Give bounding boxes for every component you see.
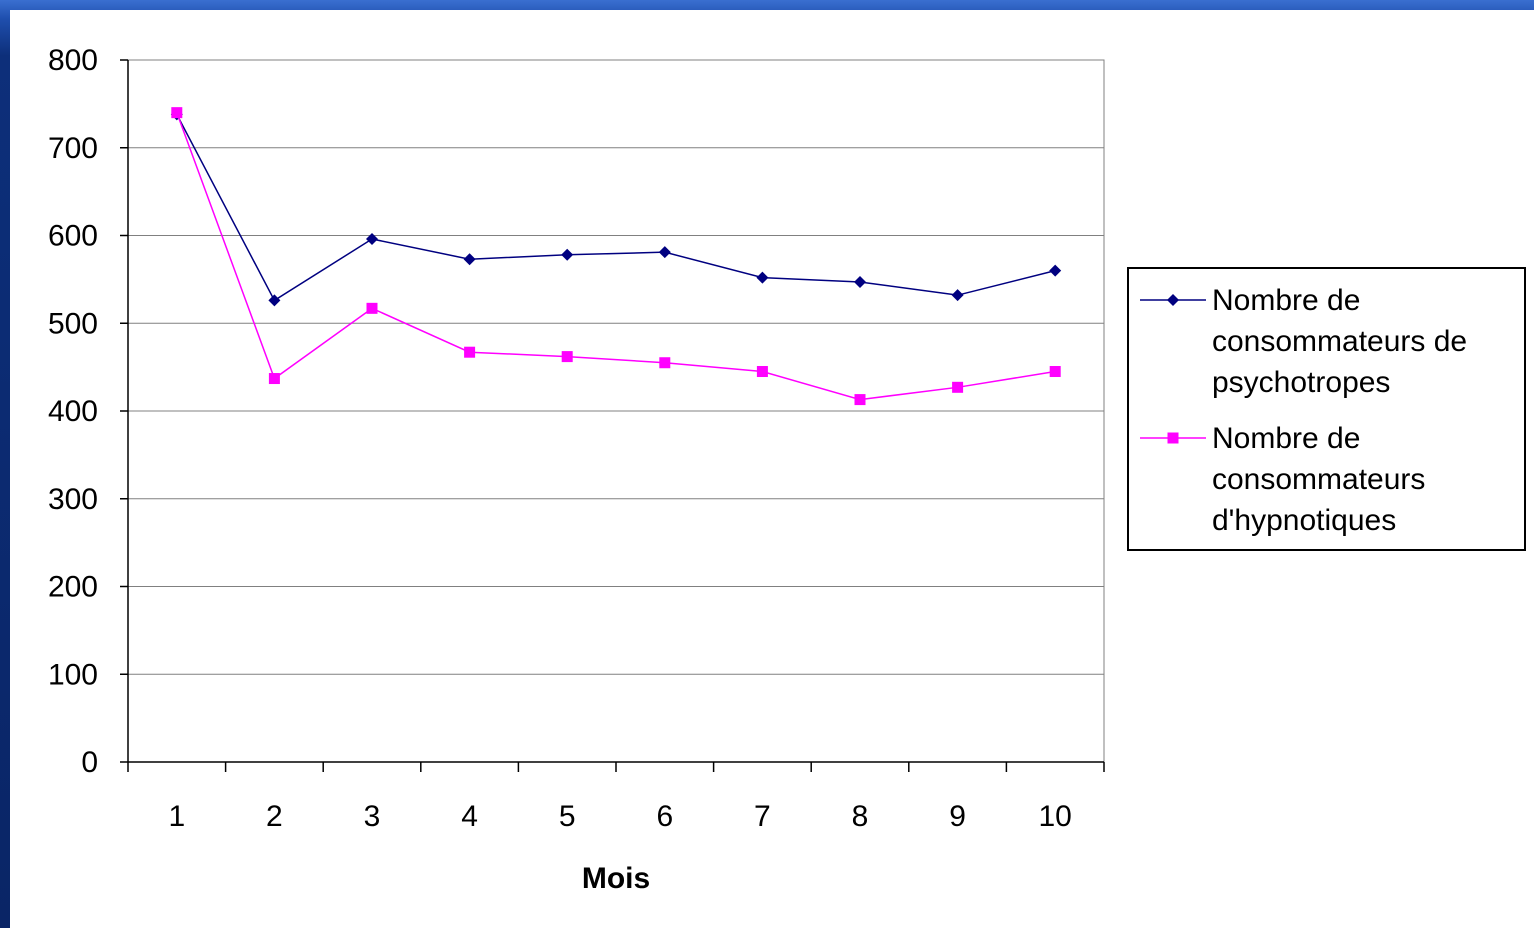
y-tick-label: 400 bbox=[48, 395, 98, 428]
data-point-square bbox=[659, 357, 671, 369]
y-tick-label: 700 bbox=[48, 132, 98, 165]
data-point-diamond bbox=[561, 248, 574, 261]
x-tick-label: 4 bbox=[461, 800, 478, 833]
x-axis-title: Mois bbox=[582, 862, 650, 895]
legend-label: Nombre de bbox=[1212, 284, 1360, 317]
y-tick-label: 100 bbox=[48, 658, 98, 691]
y-tick-label: 0 bbox=[81, 746, 98, 779]
y-tick-label: 300 bbox=[48, 483, 98, 516]
data-point-diamond bbox=[268, 294, 281, 307]
data-point-square bbox=[366, 302, 378, 314]
y-tick-label: 800 bbox=[48, 44, 98, 77]
x-tick-label: 9 bbox=[949, 800, 966, 833]
legend-box bbox=[1127, 267, 1526, 551]
legend-key-marker bbox=[1167, 432, 1179, 444]
legend-label: consommateurs bbox=[1212, 463, 1425, 496]
x-tick-label: 3 bbox=[364, 800, 381, 833]
data-point-square bbox=[464, 346, 476, 358]
data-point-diamond bbox=[951, 289, 964, 302]
x-tick-label: 1 bbox=[168, 800, 185, 833]
data-point-diamond bbox=[1049, 264, 1062, 277]
legend-label: Nombre de bbox=[1212, 422, 1360, 455]
data-point-square bbox=[171, 107, 183, 119]
x-tick-label: 6 bbox=[656, 800, 673, 833]
legend-key-marker bbox=[1167, 294, 1179, 306]
legend-label: consommateurs de bbox=[1212, 325, 1467, 358]
data-point-square bbox=[561, 351, 573, 363]
series-line-2 bbox=[176, 112, 1056, 401]
x-tick-label: 5 bbox=[559, 800, 576, 833]
data-point-square bbox=[854, 394, 866, 406]
data-point-diamond bbox=[658, 246, 671, 259]
data-point-square bbox=[268, 373, 280, 385]
data-point-diamond bbox=[854, 276, 866, 289]
data-point-square bbox=[756, 366, 768, 378]
x-tick-label: 2 bbox=[266, 800, 283, 833]
y-tick-label: 200 bbox=[48, 571, 98, 604]
legend-label: d'hypnotiques bbox=[1212, 504, 1396, 537]
legend-label: psychotropes bbox=[1212, 366, 1390, 399]
y-tick-label: 600 bbox=[48, 220, 98, 253]
data-point-square bbox=[1049, 366, 1061, 378]
x-tick-label: 10 bbox=[1039, 800, 1072, 833]
x-tick-label: 8 bbox=[852, 800, 869, 833]
data-point-square bbox=[952, 381, 964, 393]
y-tick-label: 500 bbox=[48, 307, 98, 340]
series-line-1 bbox=[176, 114, 1056, 302]
data-point-diamond bbox=[366, 233, 378, 246]
x-tick-label: 7 bbox=[754, 800, 771, 833]
data-point-diamond bbox=[756, 271, 769, 284]
data-point-diamond bbox=[463, 253, 476, 266]
